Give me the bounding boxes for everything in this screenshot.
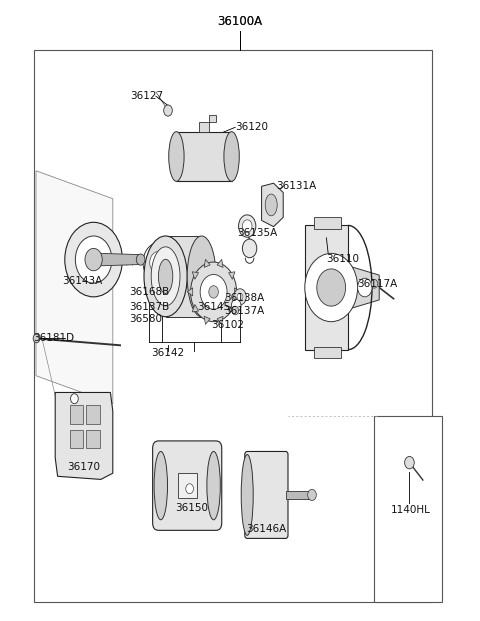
Circle shape [209,286,218,298]
Ellipse shape [158,259,173,293]
Polygon shape [101,253,139,266]
Bar [199,122,209,132]
Bar [286,491,312,499]
Circle shape [232,306,239,315]
Text: 36145: 36145 [197,302,230,312]
Bar [314,217,341,229]
FancyBboxPatch shape [153,441,222,530]
Circle shape [33,334,40,343]
Text: 36127: 36127 [130,91,163,101]
Bar [70,430,83,448]
Circle shape [191,262,237,322]
Polygon shape [166,236,202,317]
Ellipse shape [151,247,180,306]
Ellipse shape [154,451,168,520]
Polygon shape [192,272,199,279]
Circle shape [186,484,193,494]
Circle shape [371,279,378,288]
Polygon shape [348,266,379,309]
Circle shape [305,253,358,322]
Text: 36117A: 36117A [358,279,398,289]
Circle shape [143,243,174,283]
Ellipse shape [241,455,253,535]
Text: 36138A: 36138A [224,293,264,303]
Polygon shape [204,260,210,268]
Ellipse shape [144,236,187,317]
Circle shape [317,269,346,306]
Circle shape [65,222,122,297]
Text: 36131A: 36131A [276,181,316,191]
Polygon shape [55,392,113,479]
Bar [314,347,341,358]
Circle shape [71,394,78,404]
Text: 36100A: 36100A [217,15,263,28]
Text: 36102: 36102 [211,320,244,330]
Text: 36580: 36580 [130,314,163,324]
Circle shape [239,215,256,237]
Circle shape [164,105,172,116]
Polygon shape [262,183,283,227]
Bar [86,430,100,448]
Ellipse shape [224,132,239,181]
Text: 1140HL: 1140HL [391,505,431,515]
Circle shape [242,220,252,232]
Text: 36143A: 36143A [62,276,103,286]
Polygon shape [217,316,223,324]
Ellipse shape [187,236,216,317]
Polygon shape [36,171,113,404]
Polygon shape [192,304,199,312]
Text: 36137B: 36137B [130,302,170,312]
Bar [177,132,231,181]
Circle shape [150,252,167,274]
Text: 36110: 36110 [326,254,360,264]
Text: 36168B: 36168B [130,287,170,297]
Text: 36135A: 36135A [238,228,278,238]
Text: 36100A: 36100A [217,15,263,28]
Circle shape [200,274,227,309]
Circle shape [136,254,145,265]
Polygon shape [217,260,223,268]
Circle shape [85,248,102,271]
FancyBboxPatch shape [245,451,288,538]
Text: 36146A: 36146A [246,524,287,534]
Circle shape [405,456,414,469]
Circle shape [75,236,112,283]
Text: 36170: 36170 [68,462,100,472]
Polygon shape [235,288,240,296]
Circle shape [237,293,243,301]
Circle shape [358,278,372,297]
Polygon shape [228,272,235,279]
Polygon shape [204,316,210,324]
Ellipse shape [169,132,184,181]
Bar [374,416,442,602]
Circle shape [242,239,257,258]
Ellipse shape [265,194,277,215]
Polygon shape [305,225,348,350]
Text: 36150: 36150 [176,503,208,513]
Circle shape [234,289,246,305]
Bar [209,115,216,122]
Circle shape [231,299,241,312]
Bar [86,405,100,424]
Text: 36181D: 36181D [34,333,75,343]
Text: 36120: 36120 [235,122,268,132]
Bar [178,473,197,498]
Polygon shape [187,288,192,296]
Text: 36137A: 36137A [224,306,264,315]
Bar [70,405,83,424]
Circle shape [308,489,316,501]
Polygon shape [228,304,235,312]
Ellipse shape [207,451,220,520]
Bar [34,50,432,602]
Text: 36142: 36142 [151,348,185,358]
